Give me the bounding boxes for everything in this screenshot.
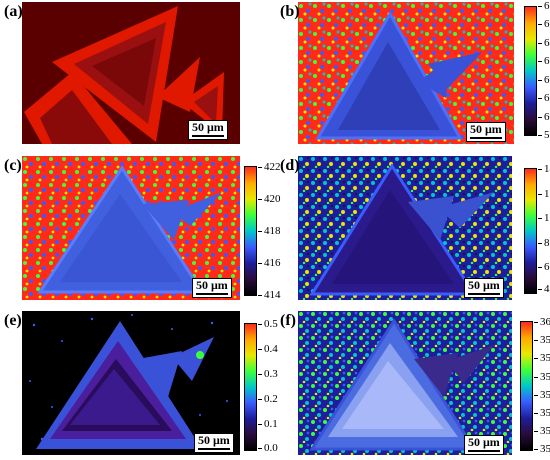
- panel-d-tick: 14: [538, 164, 550, 175]
- panel-c-scale-bar: 50 μm: [192, 278, 232, 298]
- panel-d-tick: 4: [538, 283, 550, 295]
- panel-e-tick: 0.3: [258, 368, 278, 380]
- panel-f: (f) 50 μm 360 359 358 357 356 355 354 35…: [280, 311, 550, 455]
- panel-c-tick: 418: [258, 225, 281, 237]
- panel-b-label: (b): [280, 3, 300, 20]
- panel-b-tick: 65: [538, 19, 550, 30]
- panel-a-image: [22, 2, 240, 144]
- panel-d-scale-text: 50 μm: [468, 278, 500, 292]
- panel-f-image: [298, 311, 512, 455]
- panel-e-image: [22, 311, 240, 455]
- panel-e-tick: 0.5: [258, 318, 278, 330]
- panel-f-label: (f): [280, 312, 296, 329]
- panel-e-tick: 0.2: [258, 393, 278, 405]
- panel-d-tick: 6: [538, 261, 550, 273]
- panel-f-tick: 359: [534, 335, 550, 346]
- panel-c-tick: 422: [258, 161, 281, 173]
- panel-e-label: (e): [4, 312, 22, 329]
- panel-f-tick: 355: [534, 408, 550, 419]
- panel-e-tick: 0.1: [258, 418, 278, 430]
- panel-b-tick: 64: [538, 38, 550, 49]
- panel-f-tick: 356: [534, 390, 550, 401]
- panel-e-scale-bar: 50 μm: [194, 433, 234, 453]
- panel-a: (a) 50 μm: [4, 2, 240, 144]
- panel-d-tick: 12: [538, 189, 550, 200]
- panel-b-tick: 60: [538, 112, 550, 123]
- panel-b-colorbar: [524, 6, 537, 136]
- panel-c-image: [22, 156, 240, 300]
- panel-e-colorbar: [244, 323, 257, 451]
- panel-c-tick: 414: [258, 289, 281, 301]
- panel-f-tick: 360: [534, 317, 550, 328]
- panel-d-colorbar: [524, 168, 537, 294]
- panel-c-tick: 420: [258, 193, 281, 205]
- panel-c-scale-text: 50 μm: [196, 278, 228, 292]
- panel-f-tick: 354: [534, 426, 550, 437]
- panel-e: (e) 50 μm 0.5 0.4 0.3 0.2 0.1 0.0: [4, 311, 278, 455]
- panel-f-tick: 357: [534, 372, 550, 383]
- panel-f-colorbar: [520, 321, 533, 451]
- panel-f-scale-text: 50 μm: [468, 435, 500, 449]
- panel-f-tick: 358: [534, 353, 550, 364]
- panel-e-tick: 0.0: [258, 442, 278, 454]
- panel-f-scale-bar: 50 μm: [464, 435, 504, 455]
- panel-c-tick: 416: [258, 257, 281, 269]
- panel-e-scale-text: 50 μm: [198, 433, 230, 447]
- panel-f-tick: 353: [534, 444, 550, 455]
- panel-b-tick: 62: [538, 75, 550, 86]
- panel-d: (d) 50 μm 14 12 10 8 6 4: [280, 156, 550, 300]
- panel-b-tick: 63: [538, 56, 550, 67]
- panel-d-tick: 8: [538, 237, 550, 249]
- panel-b: (b) 50 μm 66 65 64 63 62 61 60 59: [280, 1, 550, 144]
- panel-a-scale-bar: 50 μm: [188, 120, 228, 140]
- panel-b-tick: 59: [538, 130, 550, 141]
- panel-b-tick: 66: [538, 1, 550, 12]
- panel-d-tick: 10: [538, 213, 550, 224]
- panel-c-colorbar: [244, 166, 257, 296]
- panel-d-image: [298, 156, 512, 300]
- panel-d-scale-bar: 50 μm: [464, 278, 504, 298]
- panel-b-tick: 61: [538, 93, 550, 104]
- panel-b-image: [298, 2, 514, 144]
- panel-c: (c) 50 μm 422 420 418 416 414: [4, 156, 281, 301]
- panel-a-label: (a): [4, 3, 23, 20]
- panel-d-label: (d): [280, 157, 300, 174]
- panel-a-scale-text: 50 μm: [192, 120, 224, 134]
- panel-b-scale-bar: 50 μm: [466, 122, 506, 142]
- panel-b-scale-text: 50 μm: [470, 122, 502, 136]
- panel-e-tick: 0.4: [258, 343, 278, 355]
- panel-c-label: (c): [4, 157, 22, 174]
